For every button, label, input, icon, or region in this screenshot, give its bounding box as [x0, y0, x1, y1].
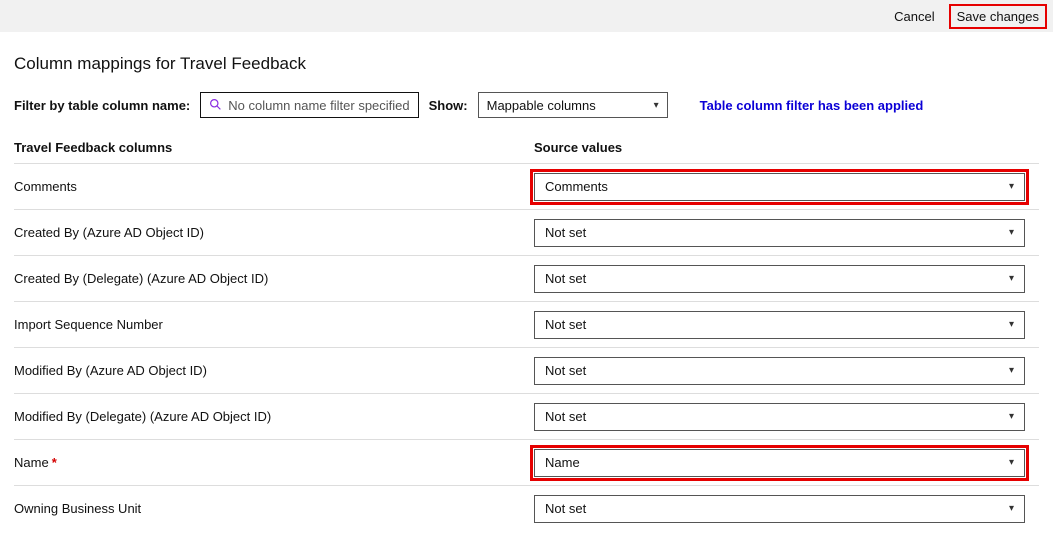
column-label: Modified By (Delegate) (Azure AD Object …: [14, 409, 534, 424]
table-row: Modified By (Delegate) (Azure AD Object …: [14, 393, 1039, 439]
table-row: Modified By (Azure AD Object ID) Not set ▾: [14, 347, 1039, 393]
source-select[interactable]: Not set ▾: [534, 357, 1025, 385]
column-label-text: Modified By (Delegate) (Azure AD Object …: [14, 409, 271, 424]
source-select-value: Name: [545, 455, 580, 470]
source-select-value: Not set: [545, 271, 586, 286]
chevron-down-icon: ▾: [1009, 227, 1014, 238]
page-title: Column mappings for Travel Feedback: [14, 54, 1039, 74]
table-row: Comments Comments ▾: [14, 163, 1039, 209]
source-select[interactable]: Not set ▾: [534, 311, 1025, 339]
chevron-down-icon: ▾: [654, 100, 659, 111]
table-row: Import Sequence Number Not set ▾: [14, 301, 1039, 347]
source-select-value: Not set: [545, 317, 586, 332]
chevron-down-icon: ▾: [1009, 411, 1014, 422]
column-label: Comments: [14, 179, 534, 194]
source-select[interactable]: Not set ▾: [534, 495, 1025, 523]
column-label-text: Owning Business Unit: [14, 501, 141, 516]
table-row: Created By (Azure AD Object ID) Not set ▾: [14, 209, 1039, 255]
table-header: Travel Feedback columns Source values: [14, 140, 1039, 163]
source-select[interactable]: Comments ▾: [534, 173, 1025, 201]
table-row: Owning Business Unit Not set ▾: [14, 485, 1039, 531]
chevron-down-icon: ▾: [1009, 503, 1014, 514]
source-cell: Name ▾: [534, 449, 1039, 477]
column-label: Created By (Delegate) (Azure AD Object I…: [14, 271, 534, 286]
search-icon: [209, 98, 222, 113]
source-select[interactable]: Not set ▾: [534, 265, 1025, 293]
content-area: Column mappings for Travel Feedback Filt…: [0, 32, 1053, 539]
source-select-value: Not set: [545, 409, 586, 424]
column-label-text: Created By (Azure AD Object ID): [14, 225, 204, 240]
filter-placeholder: No column name filter specified: [228, 98, 409, 113]
source-select[interactable]: Not set ▾: [534, 219, 1025, 247]
column-label: Modified By (Azure AD Object ID): [14, 363, 534, 378]
table-header-left: Travel Feedback columns: [14, 140, 534, 155]
required-indicator: *: [52, 455, 57, 470]
filter-input[interactable]: No column name filter specified: [200, 92, 418, 118]
chevron-down-icon: ▾: [1009, 457, 1014, 468]
source-cell: Comments ▾: [534, 173, 1039, 201]
filter-label: Filter by table column name:: [14, 98, 190, 113]
show-select[interactable]: Mappable columns ▾: [478, 92, 668, 118]
chevron-down-icon: ▾: [1009, 273, 1014, 284]
table-header-right: Source values: [534, 140, 1039, 155]
source-cell: Not set ▾: [534, 265, 1039, 293]
mapping-table: Travel Feedback columns Source values Co…: [14, 140, 1039, 531]
source-select-value: Not set: [545, 363, 586, 378]
chevron-down-icon: ▾: [1009, 365, 1014, 376]
column-label-text: Created By (Delegate) (Azure AD Object I…: [14, 271, 268, 286]
table-row: Created By (Delegate) (Azure AD Object I…: [14, 255, 1039, 301]
source-select-value: Comments: [545, 179, 608, 194]
show-select-value: Mappable columns: [487, 98, 596, 113]
show-label: Show:: [429, 98, 468, 113]
column-label: Name*: [14, 455, 534, 470]
table-row: Name*Name▾: [14, 439, 1039, 485]
filter-applied-message: Table column filter has been applied: [700, 98, 924, 113]
chevron-down-icon: ▾: [1009, 181, 1014, 192]
column-label-text: Modified By (Azure AD Object ID): [14, 363, 207, 378]
column-label: Owning Business Unit: [14, 501, 534, 516]
column-label: Import Sequence Number: [14, 317, 534, 332]
filters-row: Filter by table column name: No column n…: [14, 92, 1039, 118]
cancel-button[interactable]: Cancel: [888, 6, 940, 27]
column-label-text: Name: [14, 455, 49, 470]
column-label-text: Import Sequence Number: [14, 317, 163, 332]
source-select[interactable]: Not set ▾: [534, 403, 1025, 431]
save-changes-button[interactable]: Save changes: [949, 4, 1047, 29]
column-label: Created By (Azure AD Object ID): [14, 225, 534, 240]
source-cell: Not set ▾: [534, 311, 1039, 339]
source-cell: Not set ▾: [534, 219, 1039, 247]
column-label-text: Comments: [14, 179, 77, 194]
source-cell: Not set ▾: [534, 495, 1039, 523]
source-select-value: Not set: [545, 225, 586, 240]
top-toolbar: Cancel Save changes: [0, 0, 1053, 32]
chevron-down-icon: ▾: [1009, 319, 1014, 330]
source-select-value: Not set: [545, 501, 586, 516]
source-select[interactable]: Name ▾: [534, 449, 1025, 477]
source-cell: Not set ▾: [534, 357, 1039, 385]
source-cell: Not set ▾: [534, 403, 1039, 431]
